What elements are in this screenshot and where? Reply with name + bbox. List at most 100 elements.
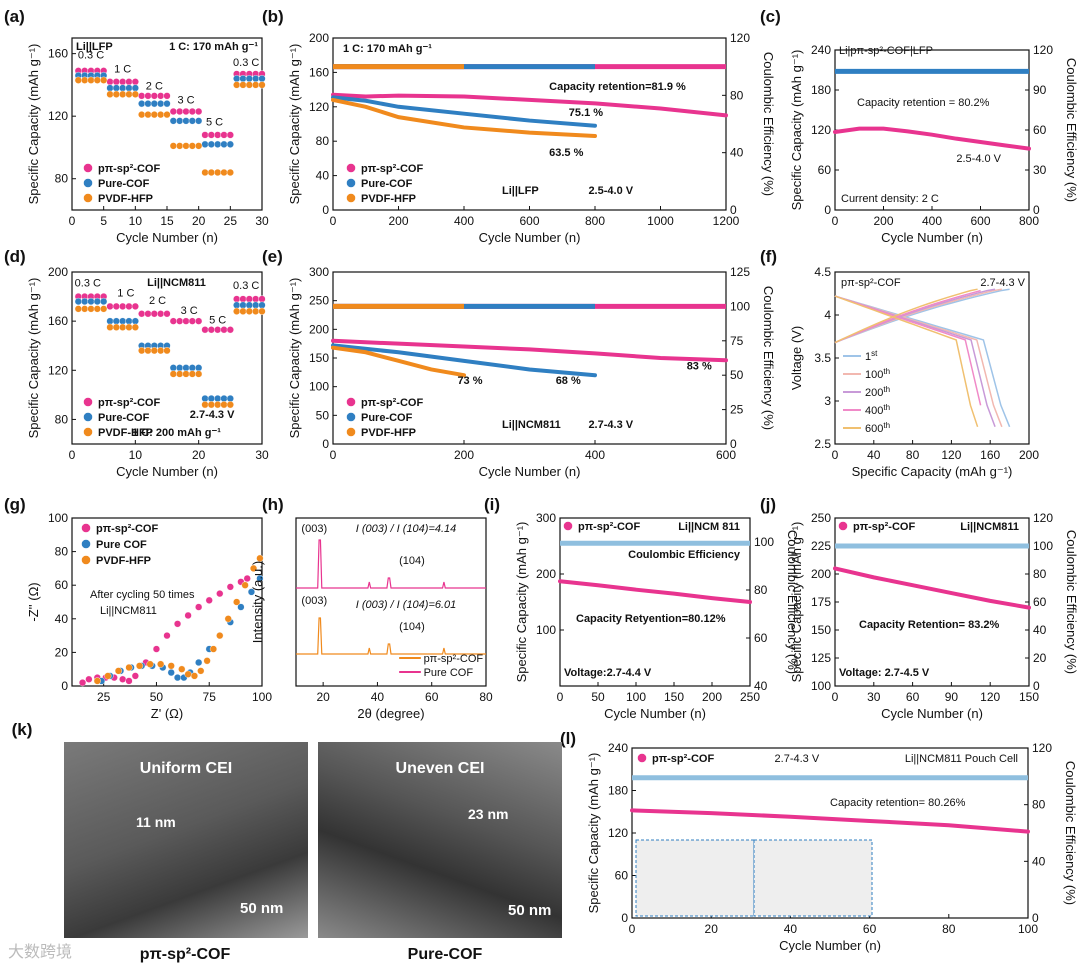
y2-tick-label: 80	[730, 88, 744, 102]
rate-label: 5 C	[206, 117, 223, 129]
pouch-photo-1	[635, 839, 755, 917]
y2-tick-label: 80	[1032, 798, 1046, 812]
y-tick-label: 40	[316, 169, 330, 183]
data-point	[173, 673, 182, 682]
data-point	[131, 78, 139, 86]
panel-label-j: (j)	[760, 495, 776, 514]
data-point	[252, 301, 260, 309]
legend-label: pπ-sp²-COF	[853, 521, 915, 533]
y-tick-label: 0	[322, 203, 329, 217]
x-tick-label: 200	[1019, 448, 1039, 462]
x-tick-label: 250	[740, 690, 760, 704]
chart-c: 0 200 400 600 8000601201802400306090120Coulo…	[760, 7, 1079, 245]
x-tick-label: 80	[942, 922, 956, 936]
x-tick-label: 20	[192, 214, 206, 228]
panel-label-b: (b)	[262, 7, 284, 26]
y2-tick-label: 120	[1033, 511, 1053, 525]
x-tick-label: 50	[591, 690, 605, 704]
data-point	[201, 326, 209, 334]
legend-label: pπ-sp²-COF	[578, 521, 640, 533]
data-point	[131, 84, 139, 92]
data-point	[256, 554, 264, 562]
data-point	[220, 394, 228, 403]
data-point	[252, 295, 260, 303]
panel-label-h: (h)	[262, 495, 284, 514]
charge-curve	[834, 288, 978, 344]
data-point	[239, 301, 247, 309]
y-tick-label: 160	[309, 65, 329, 79]
data-point	[252, 81, 260, 89]
y-tick-label: 60	[818, 163, 832, 177]
x-axis-label: 2θ (degree)	[357, 706, 424, 721]
y-tick-label: 300	[536, 511, 556, 525]
data-point	[119, 90, 127, 98]
chart-f: 0 40 80 120 160 200 2.5 3 3.5 4 4.5 Specific Capaci…	[760, 247, 1039, 479]
legend-marker	[346, 397, 356, 407]
legend-label: Pure COF	[96, 539, 147, 551]
legend-label: PVDF-HFP	[361, 193, 416, 205]
xrd-pattern	[296, 617, 486, 655]
y-axis-label: Specific Capacity (mAh g⁻¹)	[26, 44, 41, 205]
y-tick-label: 200	[48, 265, 68, 279]
x-tick-label: 160	[980, 448, 1000, 462]
legend-label: 1st	[865, 349, 878, 364]
data-point	[176, 370, 184, 378]
plot-frame	[295, 517, 487, 687]
x-tick-label: 400	[454, 214, 474, 228]
data-point	[256, 574, 264, 583]
data-point	[176, 117, 184, 125]
data-point	[157, 660, 165, 668]
data-point	[226, 401, 234, 409]
data-point	[245, 301, 253, 309]
data-point	[87, 297, 95, 306]
data-point	[188, 370, 196, 378]
x-tick-label: 15	[160, 214, 174, 228]
data-point	[226, 140, 234, 148]
y-axis-label: -Z'' (Ω)	[26, 582, 41, 621]
data-point	[106, 78, 114, 86]
legend-marker	[83, 193, 93, 203]
x-tick-label: 600	[519, 214, 539, 228]
data-point	[131, 302, 139, 311]
data-point	[167, 662, 175, 670]
y-tick-label: 2.5	[814, 437, 831, 451]
y2-tick-label: 50	[730, 368, 744, 382]
data-point	[125, 323, 133, 331]
y2-tick-label: 40	[1033, 623, 1047, 637]
x-tick-label: 120	[980, 690, 1000, 704]
y-tick-label: 80	[55, 545, 69, 559]
panel-label-f: (f)	[760, 247, 777, 266]
y-tick-label: 250	[309, 294, 329, 308]
data-point	[258, 301, 266, 309]
data-point	[252, 75, 260, 83]
data-point	[247, 588, 256, 596]
x-tick-label: 60	[863, 922, 877, 936]
data-point	[169, 107, 177, 116]
data-point	[163, 111, 171, 119]
y-tick-label: 100	[48, 511, 68, 525]
legend-marker	[346, 193, 356, 203]
data-point	[106, 90, 114, 98]
x-tick-label: 150	[1019, 690, 1039, 704]
rate-label: 2 C	[149, 295, 166, 307]
data-point	[220, 326, 228, 334]
y2-tick-label: 30	[1033, 163, 1047, 177]
data-point	[119, 675, 127, 683]
data-point	[195, 364, 203, 372]
x-tick-label: 800	[585, 214, 605, 228]
data-point	[81, 297, 89, 306]
y-tick-label: 3	[824, 394, 831, 408]
data-point	[173, 620, 182, 628]
x-axis-label: Specific Capacity (mAh g⁻¹)	[852, 464, 1013, 479]
y2-axis-label: Coulombic Efficiency (%)	[761, 286, 776, 430]
y-tick-label: 120	[48, 109, 68, 123]
data-point	[195, 117, 203, 125]
annotation: 83 %	[687, 360, 712, 372]
x-axis-label: Cycle Number (n)	[779, 938, 881, 953]
x-tick-label: 0	[557, 690, 564, 704]
legend-label-sup: th	[883, 385, 890, 394]
legend-label: pπ-sp²-COF	[424, 653, 484, 665]
series-line	[833, 126, 1031, 151]
x-tick-label: 20	[316, 690, 330, 704]
